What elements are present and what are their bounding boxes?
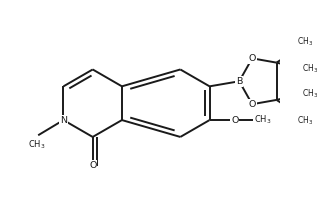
- Text: CH$_3$: CH$_3$: [302, 62, 317, 75]
- Text: O: O: [249, 100, 256, 109]
- Text: CH$_3$: CH$_3$: [297, 36, 313, 48]
- Text: O: O: [89, 161, 96, 170]
- Text: CH$_3$: CH$_3$: [254, 114, 272, 126]
- Text: CH$_3$: CH$_3$: [297, 114, 313, 127]
- Text: CH$_3$: CH$_3$: [302, 88, 317, 101]
- Text: O: O: [249, 54, 256, 63]
- Text: O: O: [231, 116, 239, 125]
- Text: B: B: [236, 77, 243, 86]
- Text: N: N: [60, 116, 67, 125]
- Text: CH$_3$: CH$_3$: [28, 138, 46, 151]
